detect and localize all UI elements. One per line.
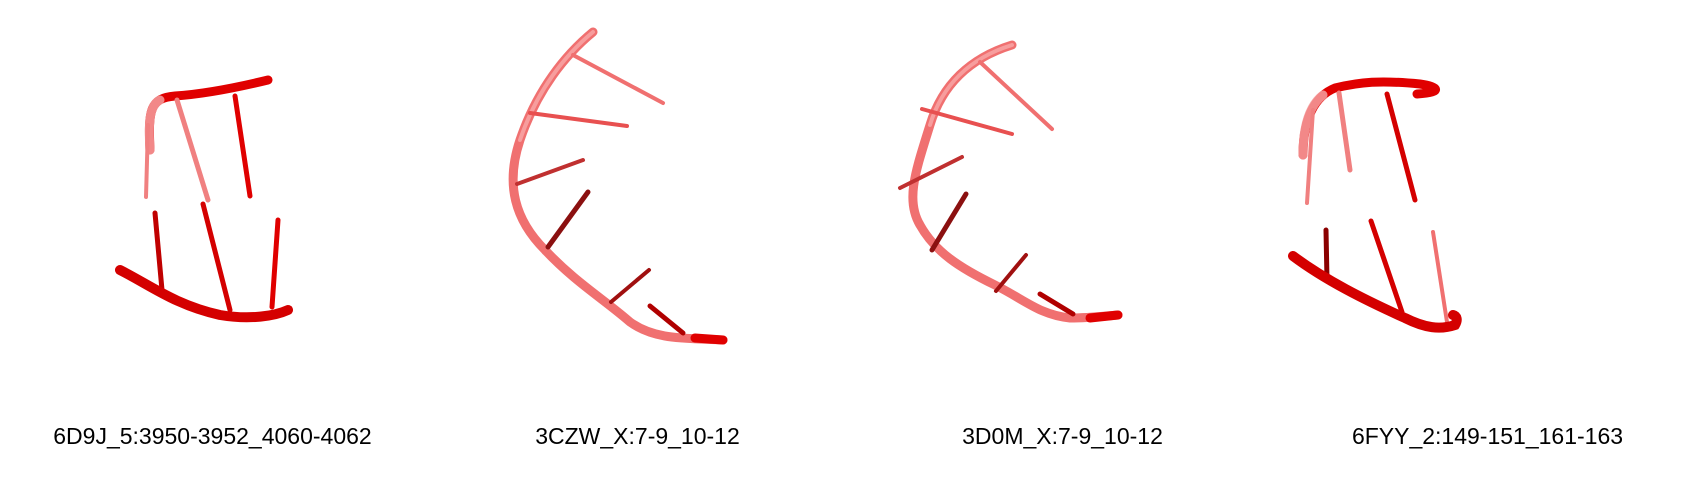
base-pair-stub [571, 53, 665, 105]
base-pair-stub [152, 210, 165, 293]
base-pair-stub [174, 97, 211, 203]
backbone-strand-bottom [115, 265, 293, 323]
backbone-strand-bottom [1288, 251, 1462, 333]
base-pair-stub [200, 201, 233, 313]
base-pair-stub [1037, 291, 1076, 317]
structure-panel-1: 6D9J_5:3950-3952_4060-4062 [0, 0, 425, 480]
base-pair-stub [929, 191, 969, 253]
structure-panel-4: 6FYY_2:149-151_161-163 [1275, 0, 1700, 480]
structure-label: 6D9J_5:3950-3952_4060-4062 [53, 423, 372, 449]
backbone-strand-top [144, 75, 273, 155]
base-pair-stub [1336, 90, 1353, 173]
structure-label: 3CZW_X:7-9_10-12 [535, 423, 740, 449]
base-pair-stub [528, 111, 629, 128]
base-pair-stub [269, 217, 281, 310]
rna-structure-6fyy [1288, 77, 1462, 333]
base-pair-stub [144, 123, 150, 199]
base-pair-stub [898, 155, 964, 190]
rna-structure-3czw [508, 27, 728, 345]
rna-structure-6d9j [115, 75, 293, 323]
structure-label: 3D0M_X:7-9_10-12 [962, 423, 1163, 449]
base-pair-stub [647, 303, 686, 336]
backbone-strand [908, 40, 1123, 323]
base-pair-stub [609, 268, 651, 304]
base-pair-stub [515, 158, 585, 186]
base-pair-stub [994, 253, 1028, 293]
structure-label: 6FYY_2:149-151_161-163 [1351, 423, 1624, 449]
structure-panel-3: 3D0M_X:7-9_10-12 [850, 0, 1275, 480]
base-pair-stub [1323, 227, 1330, 283]
base-pair-stub [232, 93, 253, 199]
base-pair-stub [978, 60, 1054, 131]
base-pair-stub [920, 107, 1014, 136]
base-pair-stub [1305, 108, 1315, 205]
base-pair-stub [1368, 218, 1405, 315]
rna-structure-3d0m [898, 40, 1123, 323]
base-pair-stub [1431, 230, 1449, 324]
base-pair-stub [1384, 91, 1418, 203]
base-pair-stub [545, 189, 591, 250]
structure-panel-2: 3CZW_X:7-9_10-12 [425, 0, 850, 480]
